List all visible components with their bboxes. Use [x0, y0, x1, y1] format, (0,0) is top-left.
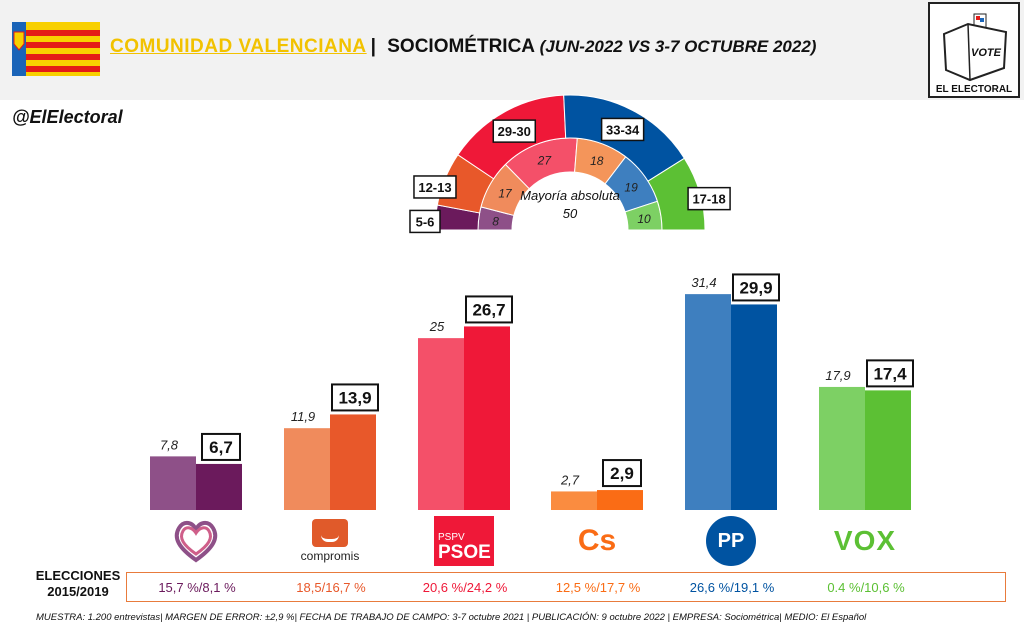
hemicycle-range-box-2: [492, 119, 537, 143]
election-result-1: 18,5/16,7 %: [296, 580, 366, 595]
label-curr-4: 29,9: [739, 278, 772, 297]
label-prev-2: 25: [429, 319, 445, 334]
label-curr-3: 2,9: [610, 464, 634, 483]
label-box-4: [732, 273, 780, 302]
label-curr-5: 17,4: [873, 364, 907, 383]
label-curr-2: 26,7: [472, 300, 505, 319]
election-result-5: 0.4 %/10,6 %: [827, 580, 905, 595]
election-result-3: 12,5 %/17,7 %: [555, 580, 641, 595]
logo-podemos-icon: [151, 514, 241, 568]
label-prev-3: 2,7: [560, 472, 580, 487]
bar-prev-podemos: [150, 456, 196, 510]
label-box-3: [602, 459, 642, 488]
footer-methodology: MUESTRA: 1.200 entrevistas| MARGEN DE ER…: [36, 612, 867, 623]
el-electoral-logo: VOTE EL ELECTORAL: [928, 2, 1020, 98]
hemicycle-range-1: 12-13: [418, 180, 451, 195]
hemicycle-outer-4: [647, 157, 706, 231]
bars-group: 7,8 6,7 11,9 13,9 25 26,7 2,7 2,9 31,4 29,9 17,9 17…: [150, 273, 914, 510]
majority-value: 50: [563, 206, 578, 221]
period-subtitle: (JUN-2022 VS 3-7 OCTUBRE 2022): [539, 37, 817, 56]
chart-title: COMUNIDAD VALENCIANA | SOCIOMÉTRICA (JUN-…: [110, 36, 816, 58]
twitter-handle: @ElElectoral: [12, 107, 123, 127]
bar-curr-podemos: [196, 463, 242, 510]
logo-vote-text: VOTE: [971, 47, 1002, 59]
bar-prev-pp: [685, 294, 731, 510]
hemicycle-inner-label-4: 19: [624, 180, 638, 194]
label-box-0: [201, 432, 241, 461]
region-title: COMUNIDAD VALENCIANA: [110, 36, 367, 57]
bar-curr-pspvpsoe: [464, 326, 510, 510]
logo-psoe-icon: PSPV PSOE: [419, 514, 509, 568]
label-box-5: [866, 359, 914, 388]
title-separator: |: [370, 36, 376, 57]
election-result-4: 26,6 %/19,1 %: [689, 580, 775, 595]
label-curr-1: 13,9: [338, 388, 371, 407]
hemicycle-range-box-4: [687, 186, 731, 211]
pollster-title: SOCIOMÉTRICA: [387, 36, 535, 57]
bar-curr-cs: [597, 490, 643, 510]
logo-vox-icon: VOX: [833, 525, 897, 556]
label-box-2: [465, 295, 513, 324]
hemicycle-inner-label-2: 27: [537, 154, 553, 168]
bar-curr-vox: [865, 390, 911, 510]
elections-results-box: 15,7 %/8,1 % 18,5/16,7 % 20,6 %/24,2 % 12,5…: [126, 572, 1006, 602]
hemicycle-range-box-0: [409, 209, 441, 234]
label-prev-1: 11,9: [291, 409, 315, 424]
label-box-1: [331, 383, 379, 412]
logo-name-text: EL ELECTORAL: [936, 84, 1012, 95]
hemicycle-inner-label-3: 18: [590, 154, 604, 168]
ballot-box-icon: VOTE EL ELECTORAL: [936, 13, 1012, 95]
hemicycle-range-3: 33-34: [606, 122, 640, 137]
bar-prev-pspvpsoe: [418, 338, 464, 510]
hemicycle-range-4: 17-18: [692, 192, 725, 207]
majority-label: Mayoría absoluta: [520, 188, 620, 203]
bar-prev-cs: [551, 491, 597, 510]
bar-curr-pp: [731, 304, 777, 510]
compromis-logo-text: compromis: [300, 549, 360, 563]
bar-prev-comproms: [284, 428, 330, 510]
elections-label: ELECCIONES 2015/2019: [35, 568, 121, 599]
hemicycle-inner-label-1: 17: [498, 187, 513, 201]
logo-compromis-icon: compromis: [285, 514, 375, 568]
logo-pp-icon: PP: [686, 514, 776, 568]
hemicycle-inner-label-5: 10: [637, 212, 651, 226]
hemicycle-range-box-3: [600, 117, 645, 142]
label-prev-4: 31,4: [691, 275, 716, 290]
bar-curr-comproms: [330, 414, 376, 510]
election-result-2: 20,6 %/24,2 %: [422, 580, 508, 595]
hemicycle-range-0: 5-6: [416, 214, 435, 229]
bar-prev-vox: [819, 386, 865, 510]
hemicycle-inner-label-0: 8: [492, 215, 499, 229]
election-result-0: 15,7 %/8,1 %: [158, 580, 236, 595]
hemicycle-range-2: 29-30: [498, 124, 531, 139]
hemicycle: 8 17 27 18 19 10 5-6 12-13 29-30 33-34 17-18 Mayorí…: [409, 94, 731, 234]
valencian-flag-icon: [12, 22, 100, 76]
bar-and-hemicycle-chart: 8 17 27 18 19 10 5-6 12-13 29-30 33-34 17-18 Mayorí…: [150, 94, 914, 510]
header-band: COMUNIDAD VALENCIANA | SOCIOMÉTRICA (JUN-…: [0, 0, 1024, 100]
label-prev-5: 17,9: [825, 368, 850, 383]
label-curr-0: 6,7: [209, 438, 233, 457]
label-prev-0: 7,8: [160, 437, 179, 452]
hemicycle-range-box-1: [413, 175, 457, 199]
logo-cs-icon: Cs: [577, 524, 617, 557]
